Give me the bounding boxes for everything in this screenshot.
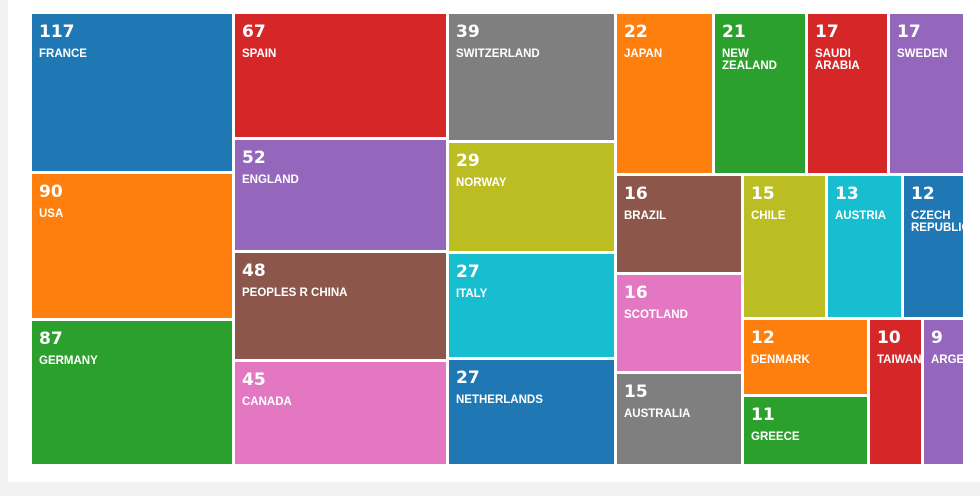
treemap-tile-italy[interactable]: 27 ITALY — [449, 254, 617, 360]
tile-value: 16 — [624, 283, 648, 303]
treemap-tile-argentina[interactable]: 9 ARGENTINA — [924, 320, 966, 467]
tile-label: GERMANY — [39, 355, 98, 367]
tile-label: ENGLAND — [242, 174, 299, 186]
tile-value: 10 — [877, 328, 901, 348]
tile-label: CHILE — [751, 210, 786, 222]
tile-value: 12 — [911, 184, 935, 204]
tile-value: 45 — [242, 370, 266, 390]
tile-label: NEW ZEALAND — [722, 48, 777, 72]
treemap-tile-taiwan[interactable]: 10 TAIWAN — [870, 320, 924, 467]
treemap-tile-switzerland[interactable]: 39 SWITZERLAND — [449, 14, 617, 143]
tile-value: 90 — [39, 182, 63, 202]
tile-value: 15 — [624, 382, 648, 402]
tile-value: 17 — [897, 22, 921, 42]
tile-value: 21 — [722, 22, 746, 42]
treemap-tile-england[interactable]: 52 ENGLAND — [235, 140, 449, 253]
tile-value: 16 — [624, 184, 648, 204]
treemap-tile-netherlands[interactable]: 27 NETHERLANDS — [449, 360, 617, 467]
treemap-tile-australia[interactable]: 15 AUSTRALIA — [617, 374, 744, 467]
treemap-tile-usa[interactable]: 90 USA — [32, 174, 235, 321]
treemap-tile-spain[interactable]: 67 SPAIN — [235, 14, 449, 140]
tile-value: 22 — [624, 22, 648, 42]
treemap-tile-denmark[interactable]: 12 DENMARK — [744, 320, 870, 397]
tile-label: SCOTLAND — [624, 309, 688, 321]
tile-label: GREECE — [751, 431, 800, 443]
tile-value: 87 — [39, 329, 63, 349]
tile-value: 15 — [751, 184, 775, 204]
tile-value: 52 — [242, 148, 266, 168]
tile-value: 67 — [242, 22, 266, 42]
tile-label: ITALY — [456, 288, 488, 300]
tile-label: FRANCE — [39, 48, 87, 60]
tile-label: ARGENTINA — [931, 354, 965, 366]
tile-value: 17 — [815, 22, 839, 42]
treemap-tile-france[interactable]: 117 FRANCE — [32, 14, 235, 174]
tile-label: NORWAY — [456, 177, 507, 189]
tile-label: NETHERLANDS — [456, 394, 543, 406]
treemap-tile-sweden[interactable]: 17 SWEDEN — [890, 14, 966, 176]
tile-value: 13 — [835, 184, 859, 204]
treemap-tile-scotland[interactable]: 16 SCOTLAND — [617, 275, 744, 374]
tile-label: SPAIN — [242, 48, 277, 60]
tile-label: AUSTRIA — [835, 210, 887, 222]
treemap-tile-japan[interactable]: 22 JAPAN — [617, 14, 715, 176]
treemap-tile-czech-republic[interactable]: 12 CZECH REPUBLIC — [904, 176, 966, 320]
tile-value: 29 — [456, 151, 480, 171]
tile-value: 39 — [456, 22, 480, 42]
treemap-tile-brazil[interactable]: 16 BRAZIL — [617, 176, 744, 275]
treemap-tile-greece[interactable]: 11 GREECE — [744, 397, 870, 467]
tile-label: SAUDI ARABIA — [815, 48, 860, 72]
tile-label: DENMARK — [751, 354, 810, 366]
treemap-tile-canada[interactable]: 45 CANADA — [235, 362, 449, 467]
treemap-tile-germany[interactable]: 87 GERMANY — [32, 321, 235, 467]
tile-value: 12 — [751, 328, 775, 348]
tile-label: PEOPLES R CHINA — [242, 287, 348, 299]
tile-label: CANADA — [242, 396, 292, 408]
tile-label: SWITZERLAND — [456, 48, 540, 60]
treemap-tile-chile[interactable]: 15 CHILE — [744, 176, 828, 320]
tile-value: 48 — [242, 261, 266, 281]
tile-label: BRAZIL — [624, 210, 667, 222]
tile-label: JAPAN — [624, 48, 663, 60]
tile-value: 27 — [456, 368, 480, 388]
chart-canvas: 117 FRANCE 90 USA 87 GERMANY 67 SPAIN 52 ENGLAND 4… — [8, 0, 980, 482]
treemap-tile-new-zealand[interactable]: 21 NEW ZEALAND — [715, 14, 808, 176]
treemap: 117 FRANCE 90 USA 87 GERMANY 67 SPAIN 52 ENGLAND 4… — [32, 14, 966, 467]
tile-label: USA — [39, 208, 64, 220]
treemap-tile-saudi-arabia[interactable]: 17 SAUDI ARABIA — [808, 14, 890, 176]
tile-label: SWEDEN — [897, 48, 948, 60]
tile-value: 11 — [751, 405, 775, 425]
treemap-tile-norway[interactable]: 29 NORWAY — [449, 143, 617, 254]
treemap-tile-austria[interactable]: 13 AUSTRIA — [828, 176, 904, 320]
tile-value: 117 — [39, 22, 75, 42]
tile-value: 27 — [456, 262, 480, 282]
tile-value: 9 — [931, 328, 943, 348]
tile-label: CZECH REPUBLIC — [911, 210, 966, 234]
treemap-tile-peoples-r-china[interactable]: 48 PEOPLES R CHINA — [235, 253, 449, 362]
tile-label: TAIWAN — [877, 354, 922, 366]
tile-label: AUSTRALIA — [624, 408, 691, 420]
